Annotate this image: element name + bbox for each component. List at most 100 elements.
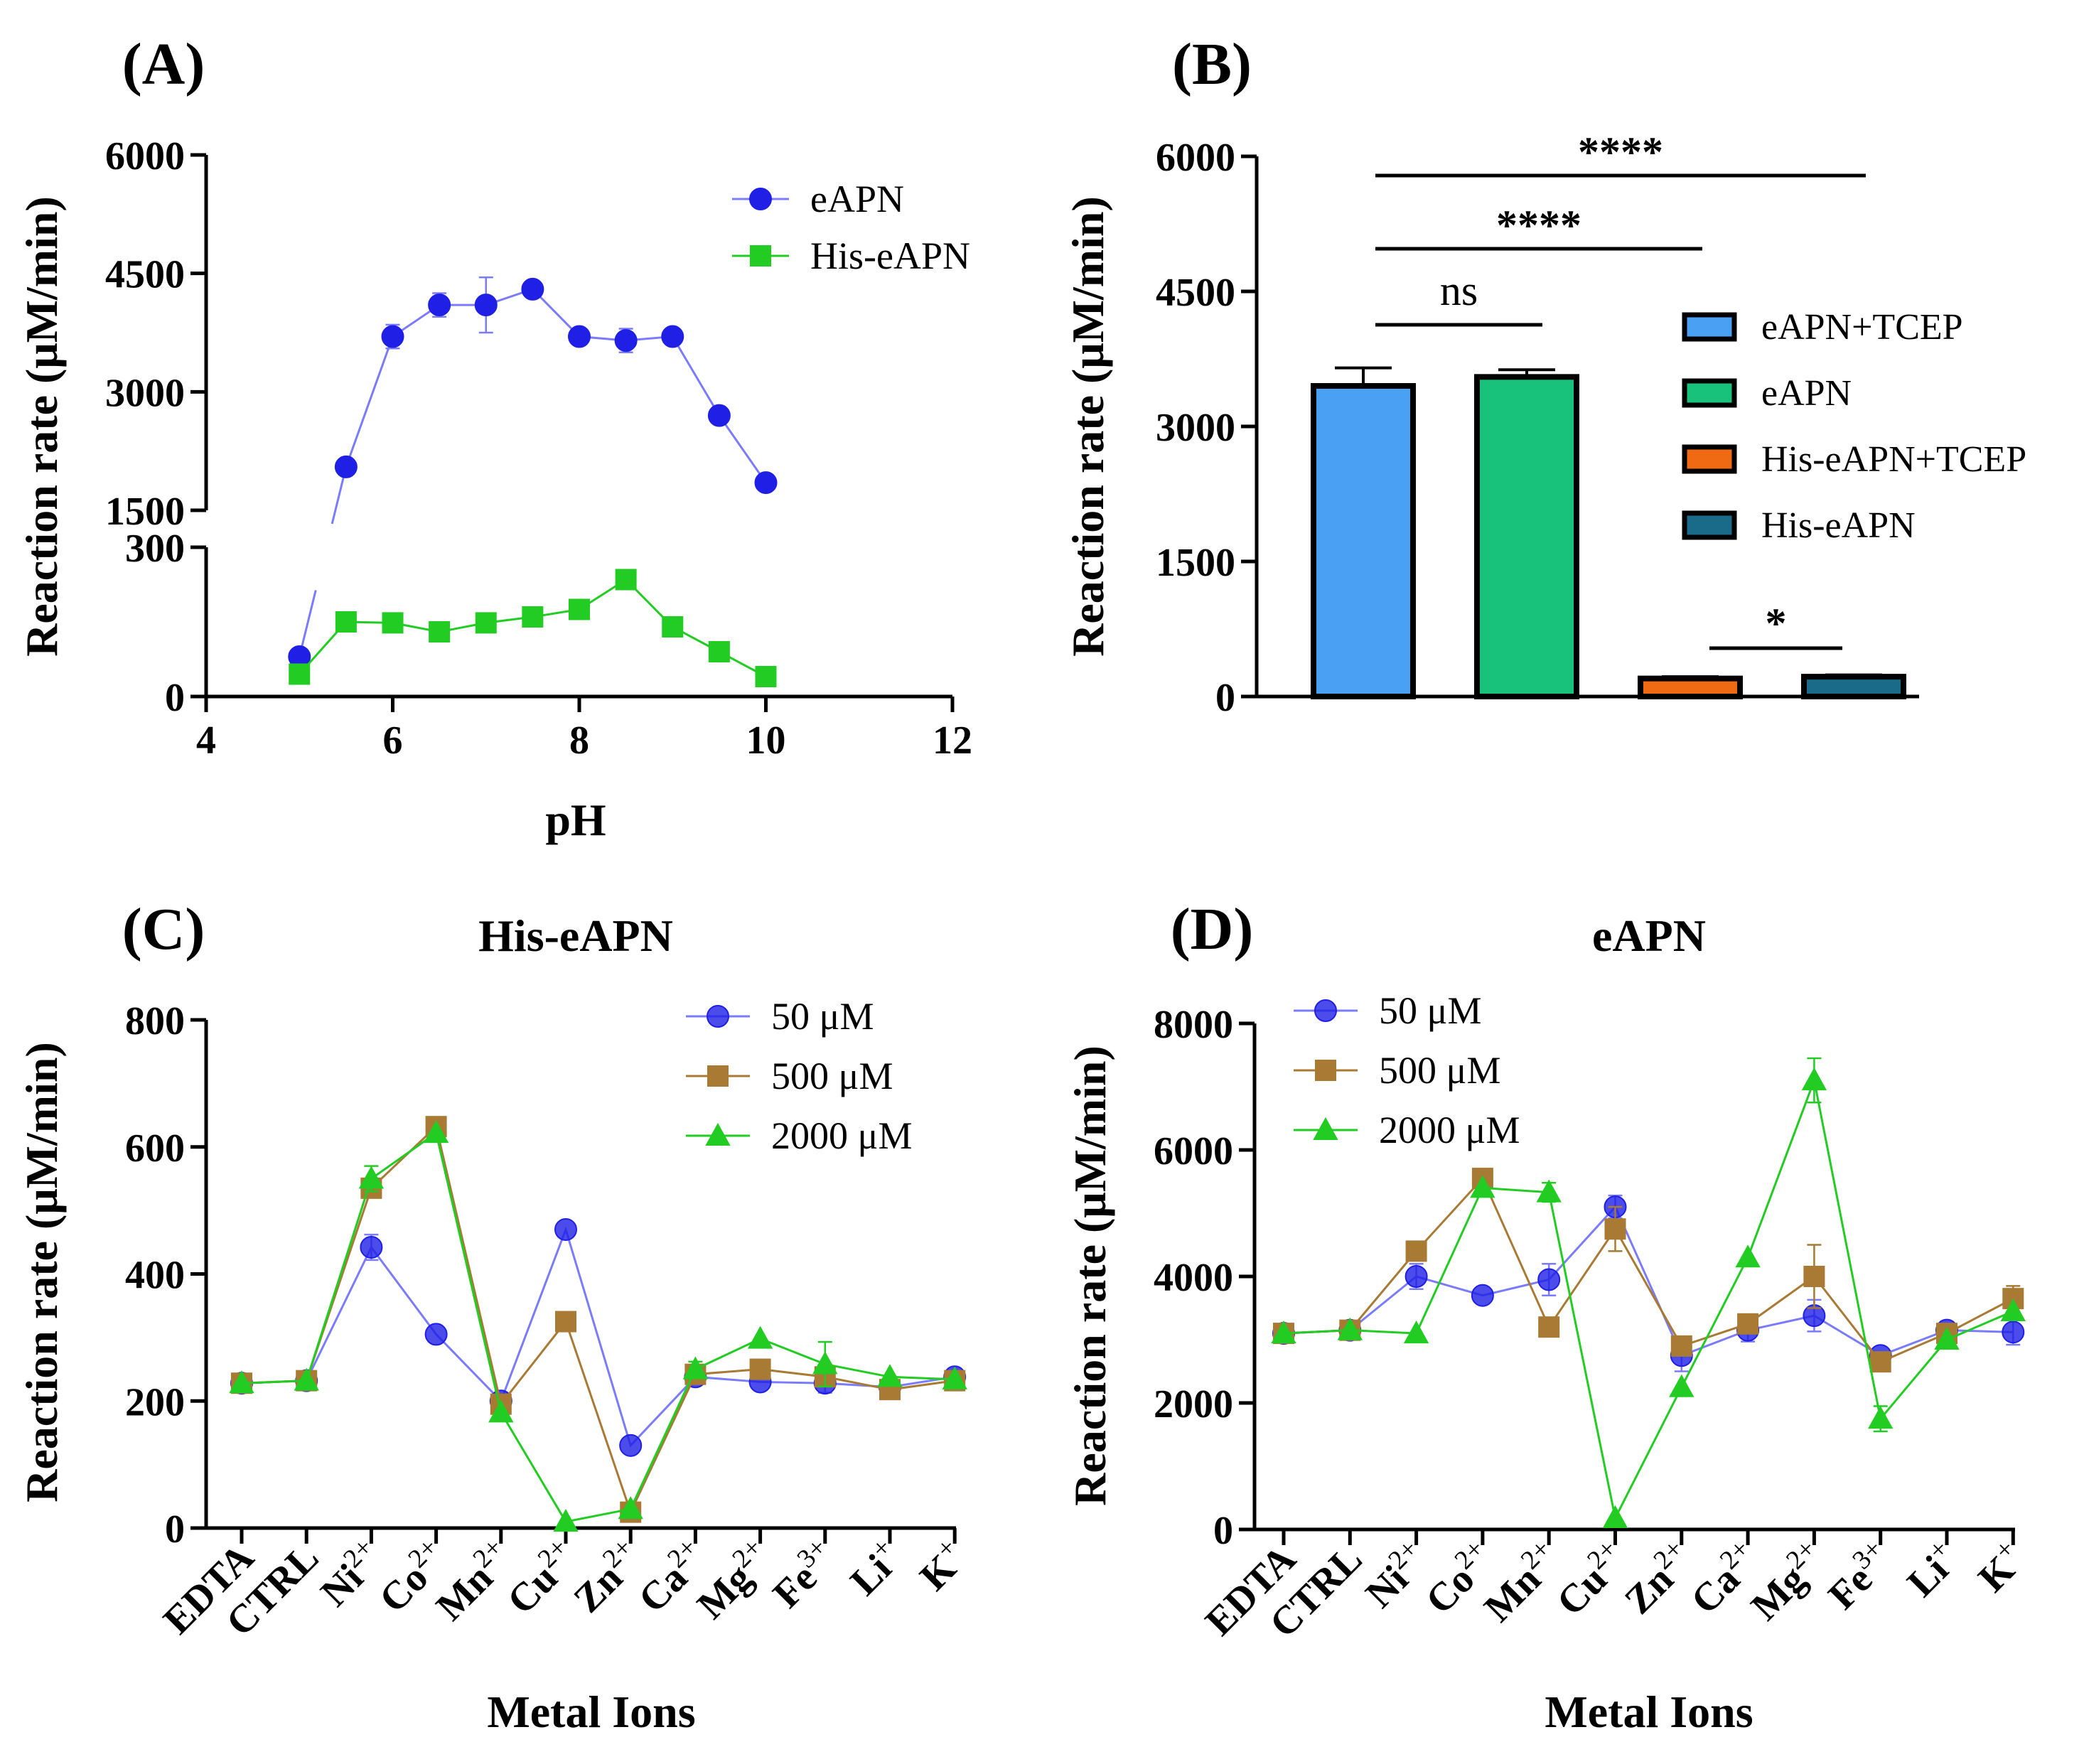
d-point-s2 — [1538, 1316, 1560, 1338]
b-significance-label: **** — [1496, 202, 1581, 249]
c-point-s3 — [229, 1370, 254, 1394]
panel-d-title: eAPN — [1592, 910, 1706, 961]
b-significance-label: **** — [1578, 129, 1663, 176]
c-xtick-label: Ni2+ — [309, 1532, 392, 1615]
c-legend-marker — [705, 1122, 731, 1146]
a-his-eapn-point — [755, 666, 777, 687]
d-ytick-label: 2000 — [1154, 1382, 1233, 1426]
c-point-s3 — [358, 1166, 385, 1189]
c-series-line-3 — [241, 1131, 955, 1523]
a-xtick-label: 8 — [569, 719, 589, 763]
a-ytick-label: 4500 — [105, 253, 185, 297]
panel-c-xlabel: Metal Ions — [487, 1687, 695, 1737]
panel-a: (A) Reaction rate (μM/min) pH 1500300045… — [16, 31, 972, 845]
d-point-s3 — [1536, 1179, 1562, 1203]
c-legend-label: 500 μM — [771, 1055, 893, 1097]
b-legend-label: His-eAPN+TCEP — [1761, 439, 2026, 480]
d-point-s1 — [2002, 1321, 2025, 1344]
panel-c-label: (C) — [122, 896, 205, 962]
d-point-s2 — [1737, 1313, 1759, 1335]
c-legend-label: 2000 μM — [771, 1114, 912, 1157]
a-his-eapn-point — [569, 598, 590, 620]
panel-a-xlabel: pH — [545, 795, 606, 845]
d-xtick-label: Mg2+ — [1740, 1534, 1835, 1629]
b-legend-swatch — [1682, 378, 1737, 408]
a-legend-label: eAPN — [810, 178, 904, 220]
b-significance-label: ns — [1440, 267, 1478, 314]
c-series-line-2 — [241, 1124, 955, 1515]
d-xtick-label: Li+ — [1896, 1534, 1968, 1606]
b-legend-swatch — [1682, 510, 1737, 540]
c-point-s1 — [554, 1217, 577, 1241]
c-ytick-label: 200 — [125, 1380, 185, 1424]
d-legend-label: 2000 μM — [1379, 1109, 1520, 1151]
a-eapn-point — [614, 329, 638, 353]
a-eapn-point — [381, 325, 404, 348]
a-eapn-point — [474, 294, 498, 317]
c-xtick-label: Li+ — [839, 1532, 911, 1604]
d-point-s3 — [1602, 1505, 1628, 1528]
c-point-s3 — [682, 1356, 709, 1380]
d-point-s2 — [1670, 1335, 1692, 1357]
panel-b-ylabel: Reaction rate (μM/min) — [1063, 196, 1113, 657]
a-his-eapn-point — [662, 616, 684, 638]
d-ytick-label: 0 — [1213, 1509, 1233, 1553]
panel-b: (B) Reaction rate (μM/min) 0 1500 3000 4500… — [1063, 31, 2026, 720]
a-his-eapn-point — [615, 569, 637, 591]
c-ytick-label: 800 — [125, 999, 185, 1043]
a-eapn-line-seg — [298, 590, 317, 657]
b-legend-label: eAPN+TCEP — [1761, 307, 1963, 348]
c-point-s3 — [423, 1120, 449, 1144]
b-ytick-label: 4500 — [1156, 271, 1235, 315]
b-ytick-label: 1500 — [1156, 541, 1235, 585]
d-legend-label: 50 μM — [1379, 989, 1481, 1032]
a-ytick-label: 3000 — [105, 371, 185, 415]
b-bar-2 — [1474, 374, 1579, 699]
c-point-s3 — [747, 1325, 773, 1349]
d-legend-marker — [1315, 1060, 1336, 1081]
c-point-s1 — [619, 1434, 643, 1457]
a-his-eapn-point — [429, 621, 451, 642]
c-xtick-label: Cu2+ — [496, 1532, 586, 1623]
a-xtick-label: 4 — [196, 719, 216, 763]
d-ytick-label: 4000 — [1154, 1256, 1233, 1300]
d-xtick-label: Zn2+ — [1613, 1534, 1702, 1623]
a-eapn-point — [428, 294, 451, 317]
d-series-line-3 — [1283, 1076, 2014, 1522]
d-point-s2 — [1405, 1240, 1427, 1262]
a-his-eapn-point — [289, 663, 311, 685]
a-ytick-label: 0 — [165, 676, 185, 720]
d-point-s3 — [1669, 1374, 1694, 1397]
b-legend-swatch — [1682, 312, 1737, 342]
panel-b-label: (B) — [1172, 31, 1252, 97]
c-legend-marker — [707, 1065, 729, 1087]
d-legend-marker — [1314, 999, 1337, 1022]
c-xtick-label: K+ — [908, 1532, 975, 1599]
d-xtick-label: Mn2+ — [1473, 1534, 1569, 1630]
c-point-s3 — [294, 1367, 319, 1391]
a-xtick-label: 6 — [383, 719, 403, 763]
d-point-s1 — [1471, 1284, 1494, 1307]
d-point-s2 — [1869, 1351, 1891, 1373]
b-ytick-label: 3000 — [1156, 406, 1235, 450]
d-xtick-charge: + — [1923, 1534, 1955, 1566]
c-legend-marker — [707, 1005, 729, 1028]
c-point-s3 — [553, 1508, 579, 1532]
c-xtick-label: Zn2+ — [562, 1532, 651, 1621]
d-point-s3 — [1470, 1175, 1495, 1198]
a-eapn-point — [754, 471, 778, 495]
b-bar-1 — [1311, 383, 1416, 699]
panel-c-ylabel: Reaction rate (μM/min) — [16, 1042, 67, 1502]
c-xtick-charge: + — [866, 1532, 898, 1564]
a-eapn-point — [707, 404, 731, 427]
d-point-s3 — [2000, 1298, 2026, 1321]
d-point-s3 — [1868, 1406, 1894, 1429]
d-point-s1 — [1404, 1265, 1428, 1288]
c-point-s3 — [812, 1351, 838, 1375]
c-legend-label: 50 μM — [771, 995, 874, 1038]
b-legend-swatch — [1682, 444, 1737, 474]
a-ytick-label: 1500 — [105, 490, 185, 534]
d-point-s1 — [1537, 1268, 1561, 1291]
panel-a-ylabel: Reaction rate (μM/min) — [16, 196, 67, 657]
